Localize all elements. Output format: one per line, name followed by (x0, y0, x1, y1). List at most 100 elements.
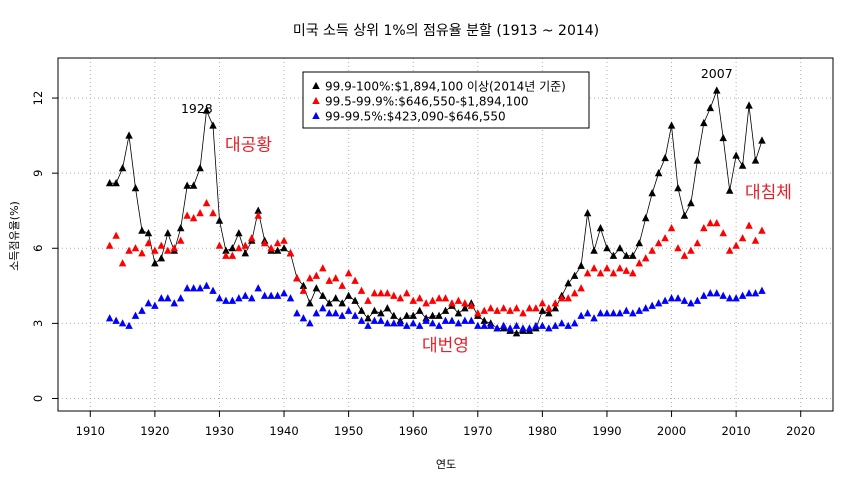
data-point-series-2 (151, 246, 159, 254)
data-point-series-1 (151, 259, 159, 267)
data-point-series-1 (312, 284, 321, 292)
data-point-series-2 (338, 281, 346, 289)
data-point-series-1 (370, 306, 379, 314)
data-point-series-1 (164, 229, 172, 237)
data-point-series-1 (299, 281, 308, 289)
data-point-series-2 (519, 309, 527, 317)
data-point-series-1 (357, 306, 366, 314)
data-point-series-2 (428, 296, 437, 304)
data-point-series-3 (700, 291, 708, 299)
data-point-series-2 (112, 231, 120, 239)
data-point-series-3 (519, 324, 527, 332)
data-point-series-3 (693, 296, 702, 304)
data-point-series-3 (622, 306, 631, 314)
data-point-series-3 (616, 309, 624, 317)
data-point-series-1 (751, 156, 760, 164)
data-point-series-2 (461, 299, 469, 307)
data-point-series-3 (564, 321, 572, 329)
data-point-series-2 (545, 304, 553, 312)
data-point-series-3 (144, 299, 153, 307)
data-point-series-2 (422, 299, 430, 307)
data-point-series-2 (254, 211, 262, 219)
data-point-series-1 (144, 229, 153, 237)
y-tick-label: 0 (31, 395, 45, 402)
data-point-series-1 (538, 306, 547, 314)
data-point-series-3 (215, 294, 224, 302)
data-point-series-1 (351, 296, 359, 304)
x-tick-label: 2010 (721, 424, 750, 438)
data-point-series-3 (435, 321, 443, 329)
data-point-series-2 (577, 284, 585, 292)
data-point-series-2 (183, 211, 191, 219)
data-point-series-3 (590, 314, 598, 322)
data-point-series-3 (151, 301, 159, 309)
data-point-series-1 (125, 131, 133, 139)
data-point-series-3 (532, 321, 540, 329)
data-point-series-1 (706, 103, 715, 112)
data-point-series-2 (105, 241, 114, 249)
data-point-series-1 (461, 304, 469, 312)
data-point-series-3 (738, 291, 747, 299)
data-point-series-3 (551, 321, 560, 329)
data-point-series-2 (693, 239, 702, 247)
data-point-series-1 (648, 189, 656, 197)
data-point-series-1 (629, 251, 637, 259)
data-point-series-1 (403, 311, 411, 319)
data-point-series-3 (228, 296, 237, 304)
data-point-series-2 (551, 299, 560, 307)
data-point-series-1 (131, 183, 140, 192)
data-point-series-3 (118, 319, 127, 327)
data-point-series-3 (377, 316, 385, 324)
data-point-series-2 (629, 269, 637, 277)
data-point-series-1 (551, 304, 560, 312)
legend-label: 99.9-100%:$1,894,100 이상(2014년 기준) (325, 80, 566, 94)
x-tick-label: 1970 (463, 424, 492, 438)
data-point-series-3 (609, 309, 618, 317)
chart-title: 미국 소득 상위 1%의 점유율 분할 (1913 ~ 2014) (293, 23, 599, 39)
data-point-series-3 (202, 281, 211, 289)
data-point-series-1 (138, 226, 146, 234)
data-point-series-1 (687, 199, 695, 207)
data-point-series-2 (170, 244, 178, 252)
data-point-series-3 (280, 289, 288, 297)
data-point-series-2 (306, 274, 314, 282)
data-point-series-1 (338, 299, 346, 307)
data-point-series-3 (667, 294, 676, 302)
legend-box (302, 71, 590, 129)
data-point-series-1 (745, 101, 753, 109)
data-point-series-1 (719, 133, 727, 142)
data-point-series-2 (209, 209, 217, 217)
data-point-series-3 (306, 319, 314, 327)
year-annotation: 1928 (181, 101, 213, 116)
data-point-series-3 (467, 316, 476, 324)
grid (58, 58, 833, 411)
data-point-series-3 (286, 294, 295, 302)
data-point-series-2 (435, 294, 443, 302)
data-point-series-2 (474, 309, 482, 317)
data-point-series-1 (674, 183, 682, 192)
data-point-series-2 (312, 271, 321, 279)
series-lines (109, 90, 763, 334)
data-point-series-3 (312, 309, 321, 317)
y-tick-label: 9 (31, 169, 45, 176)
data-point-series-3 (383, 319, 392, 327)
axes: 1910 1920 1930 1940 1950 1960 1970 1980 1990 2000… (31, 57, 834, 438)
data-point-series-2 (680, 251, 689, 259)
data-point-series-1 (176, 224, 185, 232)
legend-marker (312, 96, 320, 105)
legend-marker (312, 81, 320, 90)
data-point-series-1 (222, 246, 230, 254)
data-point-series-1 (364, 314, 372, 322)
data-point-series-2 (499, 304, 508, 312)
data-point-series-1 (577, 261, 585, 269)
data-point-series-1 (183, 181, 191, 189)
data-point-series-1 (590, 246, 598, 254)
data-point-series-2 (622, 266, 631, 274)
data-point-series-3 (654, 299, 663, 307)
data-point-series-1 (112, 178, 120, 187)
data-point-series-1 (331, 294, 340, 302)
y-tick-label: 3 (31, 320, 45, 327)
data-point-series-2 (616, 264, 624, 272)
data-point-series-1 (641, 214, 650, 222)
